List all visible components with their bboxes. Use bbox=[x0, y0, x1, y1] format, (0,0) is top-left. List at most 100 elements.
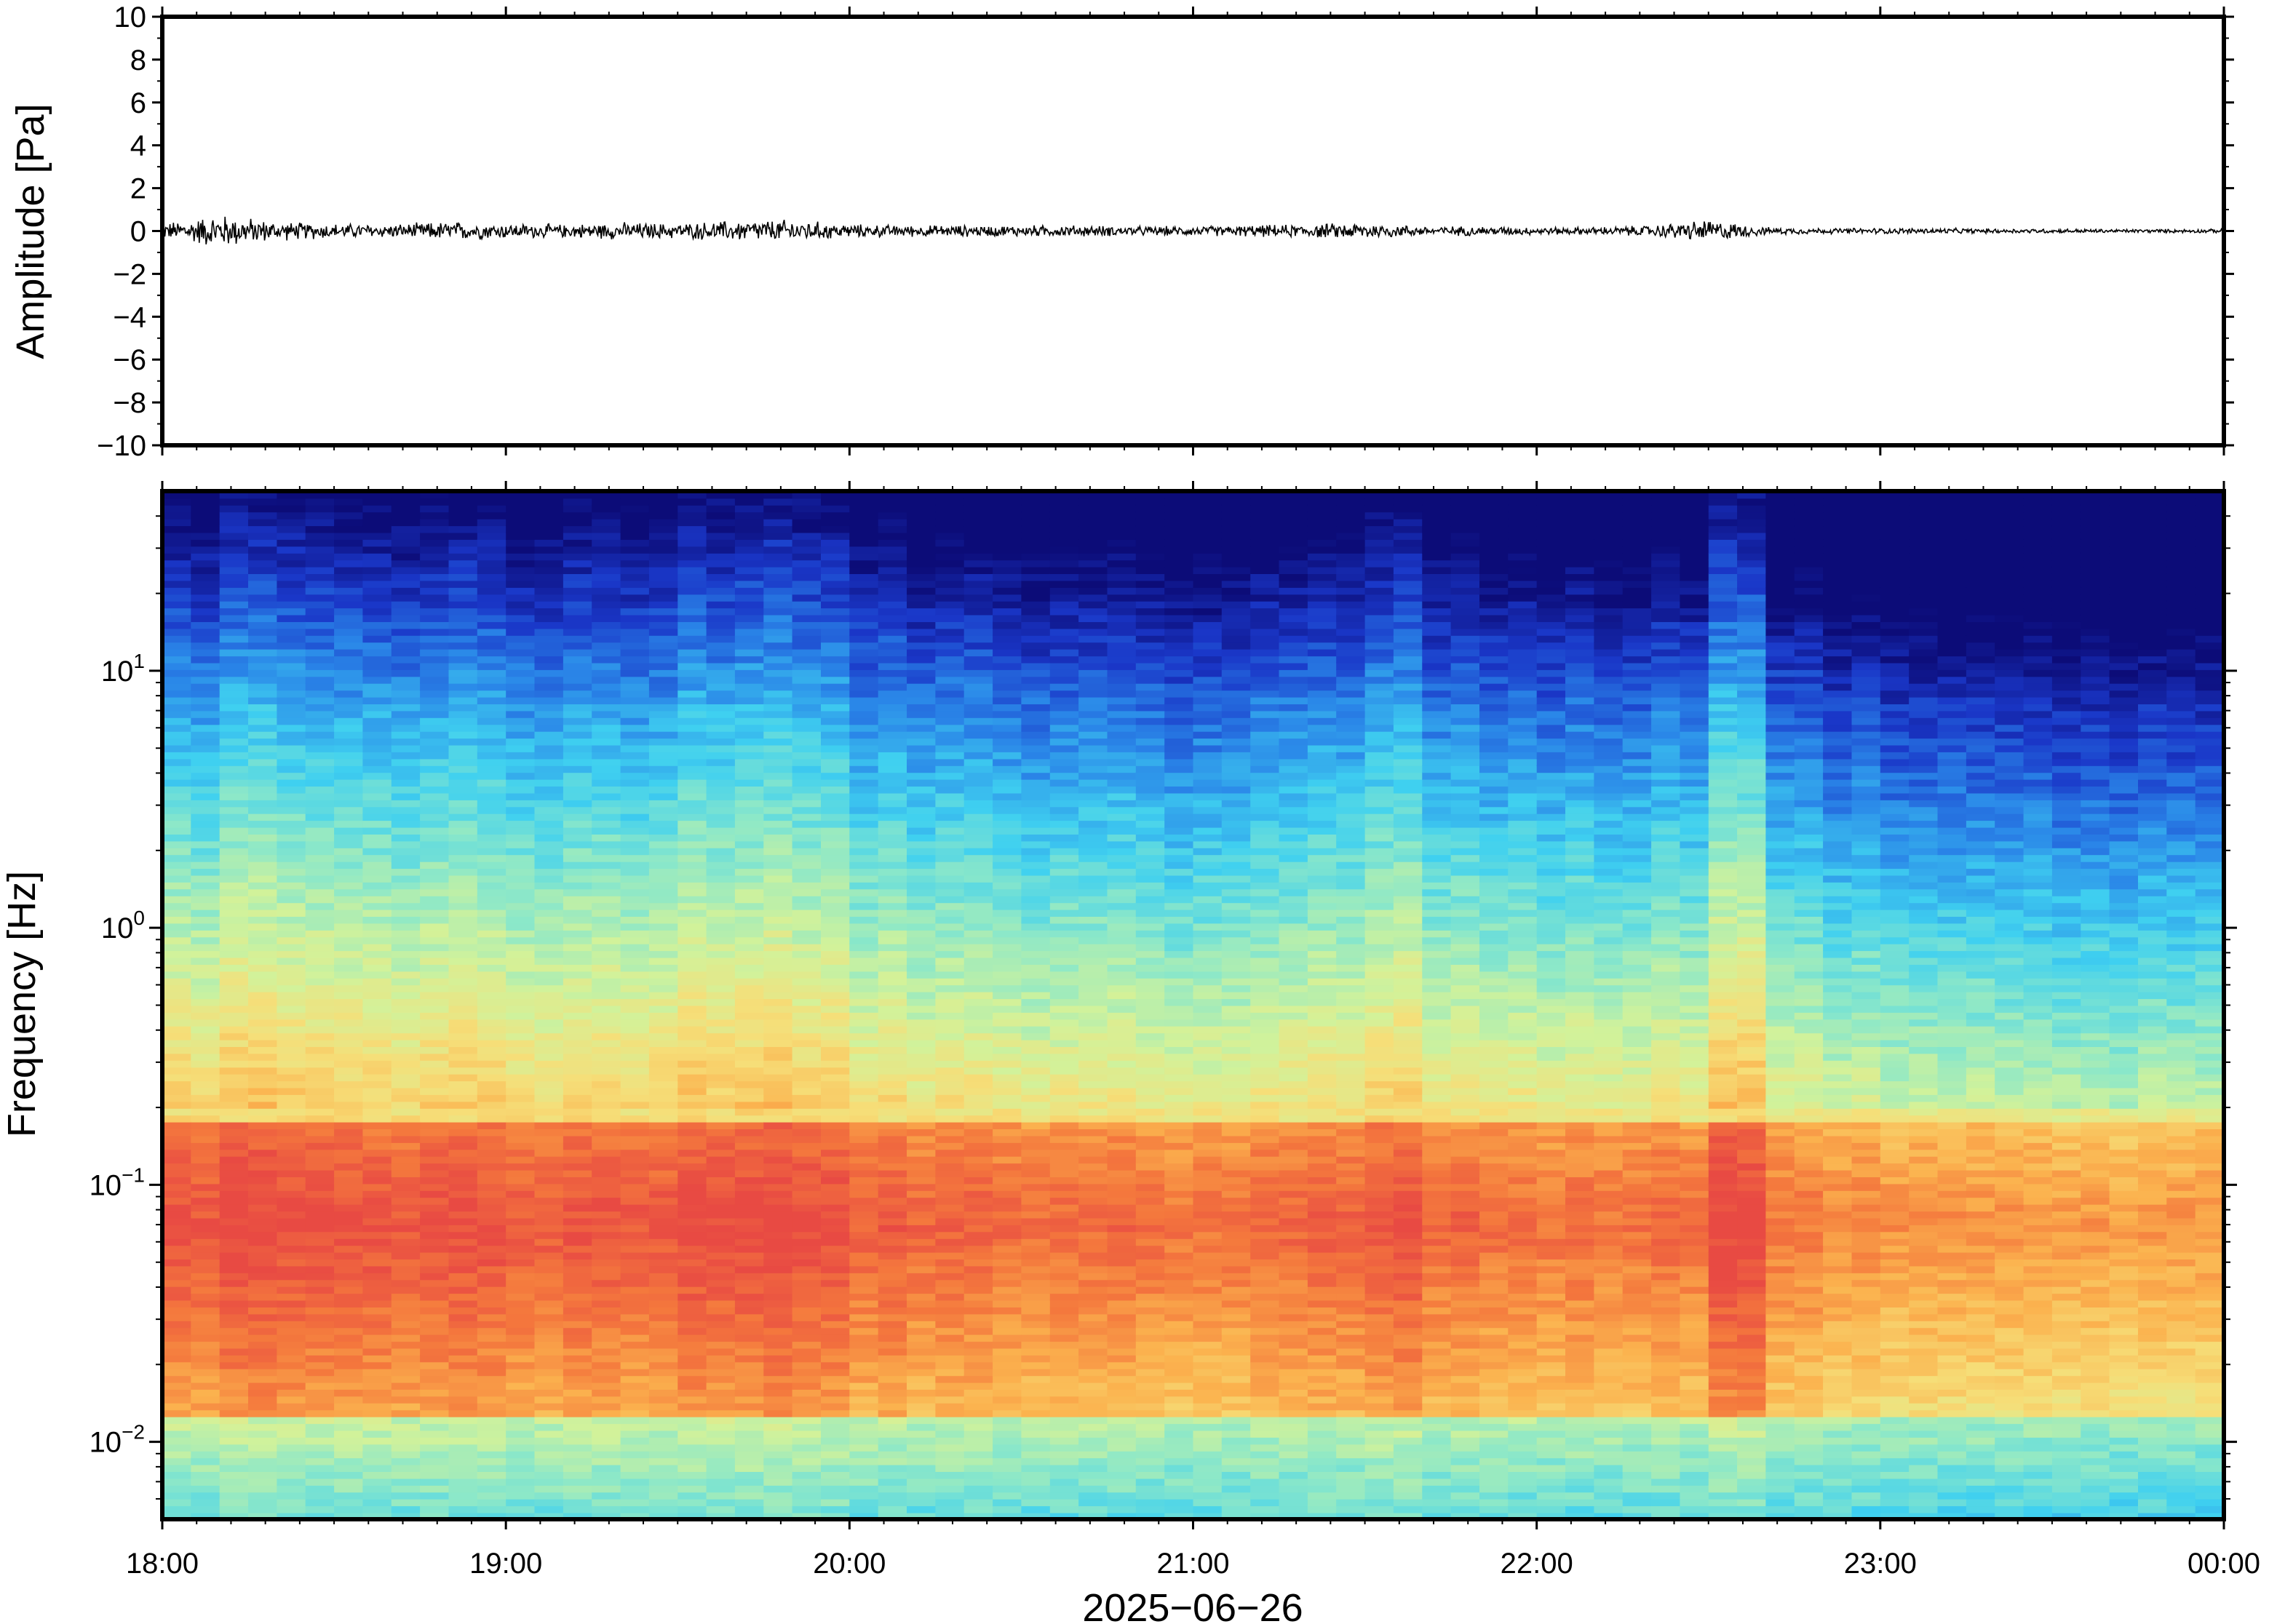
spectrogram-cell bbox=[763, 546, 793, 554]
spectrogram-cell bbox=[734, 758, 765, 766]
spectrogram-cell bbox=[620, 1437, 650, 1445]
spectrogram-cell bbox=[362, 1149, 392, 1157]
spectrogram-cell bbox=[162, 731, 192, 739]
spectrogram-cell bbox=[821, 573, 851, 581]
spectrogram-cell bbox=[935, 717, 965, 725]
spectrogram-cell bbox=[191, 1129, 220, 1137]
spectrogram-cell bbox=[1078, 1457, 1108, 1465]
spectrogram-cell bbox=[648, 1416, 679, 1425]
spectrogram-cell bbox=[792, 1450, 822, 1459]
spectrogram-cell bbox=[878, 1163, 907, 1171]
spectrogram-cell bbox=[191, 676, 220, 684]
spectrogram-cell bbox=[592, 1307, 621, 1315]
spectrogram-cell bbox=[391, 875, 421, 883]
spectrogram-cell bbox=[391, 1101, 421, 1109]
spectrogram-cell bbox=[963, 1251, 993, 1259]
spectrogram-cell bbox=[248, 560, 278, 568]
spectrogram-cell bbox=[477, 752, 507, 760]
spectrogram-cell bbox=[1021, 1430, 1051, 1438]
spectrogram-cell bbox=[420, 847, 450, 856]
spectrogram-cell bbox=[305, 1163, 335, 1171]
spectrogram-cell bbox=[248, 504, 278, 513]
spectrogram-cell bbox=[563, 586, 593, 595]
spectrogram-cell bbox=[763, 1183, 793, 1191]
spectrogram-cell bbox=[162, 765, 192, 773]
spectrogram-cell bbox=[219, 690, 249, 698]
spectrogram-cell bbox=[935, 1375, 965, 1383]
spectrogram-cell bbox=[792, 525, 822, 533]
spectrogram-cell bbox=[219, 1129, 249, 1137]
spectrogram-cell bbox=[334, 868, 364, 876]
spectrogram-cell bbox=[448, 669, 478, 677]
spectrogram-cell bbox=[878, 1272, 907, 1281]
spectrogram-cell bbox=[706, 875, 736, 883]
spectrogram-cell bbox=[963, 909, 993, 917]
spectrogram-cell bbox=[534, 1169, 564, 1177]
spectrogram-cell bbox=[849, 656, 879, 664]
spectrogram-cell bbox=[878, 929, 907, 938]
spectrogram-cell bbox=[677, 552, 707, 561]
spectrogram-cell bbox=[677, 779, 707, 787]
spectrogram-cell bbox=[993, 1197, 1022, 1205]
spectrogram-cell bbox=[248, 772, 278, 780]
spectrogram-cell bbox=[677, 1067, 707, 1075]
spectrogram-cell bbox=[792, 1265, 822, 1273]
spectrogram-cell bbox=[1049, 608, 1080, 616]
spectrogram-cell bbox=[248, 834, 278, 842]
spectrogram-cell bbox=[763, 608, 793, 616]
spectrogram-cell bbox=[792, 1087, 822, 1095]
spectrogram-cell bbox=[734, 1313, 765, 1321]
spectrogram-cell bbox=[448, 731, 478, 739]
spectrogram-cell bbox=[305, 648, 335, 657]
spectrogram-cell bbox=[563, 1505, 593, 1513]
spectrogram-cell bbox=[620, 724, 650, 732]
spectrogram-cell bbox=[849, 525, 879, 533]
spectrogram-cell bbox=[648, 573, 679, 581]
spectrogram-cell bbox=[763, 1135, 793, 1143]
spectrogram-cell bbox=[1021, 1177, 1051, 1185]
spectrogram-cell bbox=[706, 1368, 736, 1377]
spectrogram-cell bbox=[821, 868, 851, 876]
spectrogram-cell bbox=[792, 682, 822, 691]
spectrogram-cell bbox=[448, 580, 478, 588]
spectrogram-cell bbox=[563, 1025, 593, 1034]
spectrogram-cell bbox=[219, 806, 249, 814]
spectrogram-cell bbox=[993, 1142, 1022, 1150]
spectrogram-cell bbox=[620, 1094, 650, 1102]
spectrogram-cell bbox=[1021, 1101, 1051, 1109]
spectrogram-cell bbox=[219, 792, 249, 800]
spectrogram-cell bbox=[477, 834, 507, 842]
spectrogram-cell bbox=[534, 676, 564, 684]
spectrogram-cell bbox=[763, 1341, 793, 1349]
spectrogram-cell bbox=[963, 710, 993, 718]
spectrogram-cell bbox=[506, 1224, 536, 1233]
spectrogram-cell bbox=[677, 512, 707, 520]
spectrogram-cell bbox=[677, 971, 707, 979]
spectrogram-cell bbox=[963, 704, 993, 712]
spectrogram-cell bbox=[162, 875, 192, 883]
spectrogram-cell bbox=[734, 977, 765, 986]
spectrogram-cell bbox=[1021, 1190, 1051, 1198]
spectrogram-cell bbox=[706, 977, 736, 986]
spectrogram-cell bbox=[792, 1046, 822, 1054]
spectrogram-cell bbox=[993, 971, 1022, 979]
spectrogram-cell bbox=[648, 1053, 679, 1061]
spectrogram-cell bbox=[506, 752, 536, 760]
spectrogram-cell bbox=[1021, 854, 1051, 862]
spectrogram-cell bbox=[620, 608, 650, 616]
spectrogram-cell bbox=[792, 1190, 822, 1198]
spectrogram-cell bbox=[677, 1211, 707, 1219]
spectrogram-cell bbox=[191, 888, 220, 896]
spectrogram-cell bbox=[305, 1307, 335, 1315]
spectrogram-cell bbox=[993, 498, 1022, 506]
spectrogram-cell bbox=[362, 710, 392, 718]
spectrogram-cell bbox=[648, 1203, 679, 1212]
spectrogram-cell bbox=[734, 738, 765, 746]
spectrogram-cell bbox=[334, 1169, 364, 1177]
spectrogram-cell bbox=[648, 786, 679, 794]
spectrogram-cell bbox=[219, 991, 249, 1000]
spectrogram-cell bbox=[534, 1087, 564, 1095]
spectrogram-cell bbox=[162, 1163, 192, 1171]
spectrogram-cell bbox=[1021, 1067, 1051, 1075]
spectrogram-cell bbox=[821, 1396, 851, 1404]
